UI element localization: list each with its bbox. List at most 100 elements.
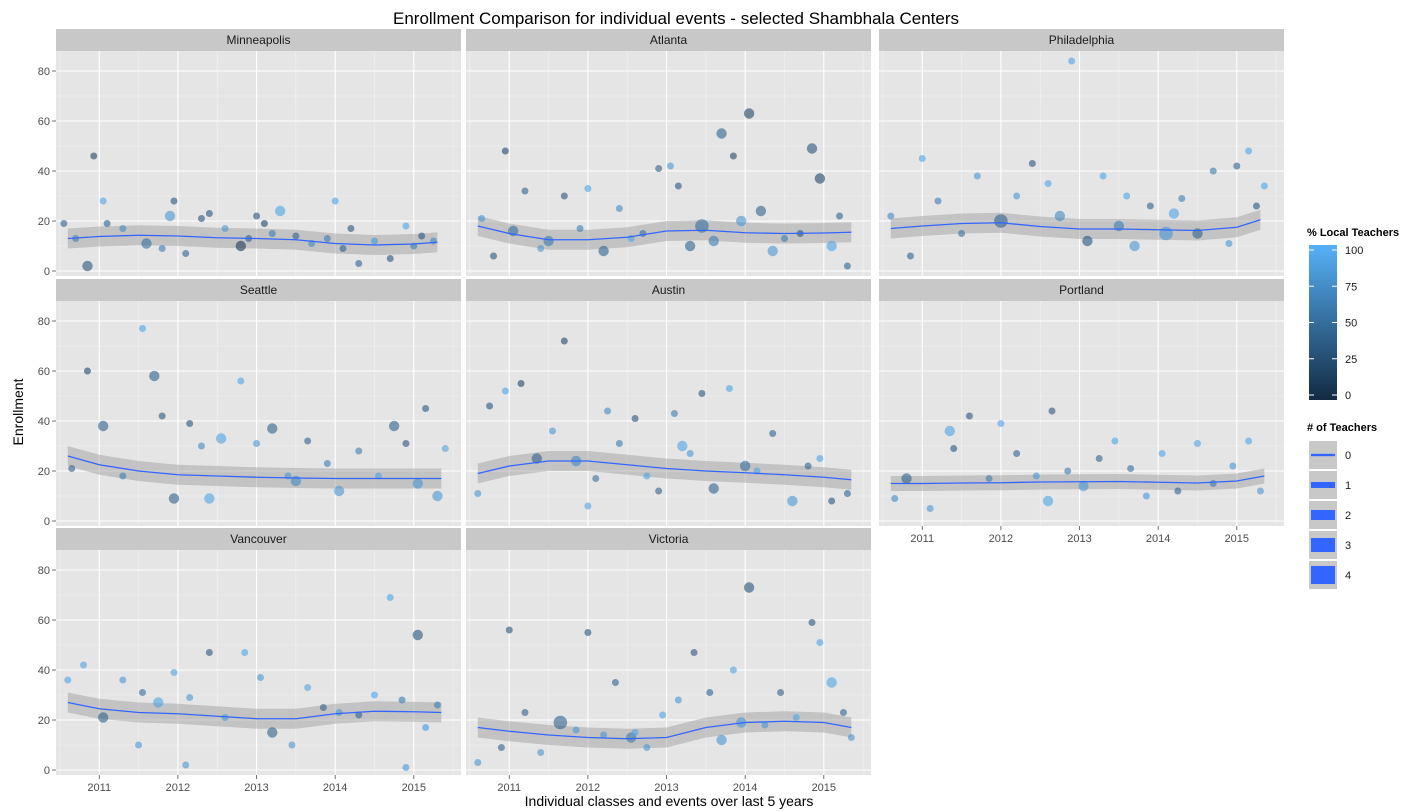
data-point [374,472,382,480]
x-tick-label: 2015 [1225,533,1249,545]
data-point [331,197,339,205]
data-point [386,594,394,601]
panel-strip [466,528,871,550]
size-legend-swatch [1311,482,1335,488]
data-point [843,262,851,270]
data-point [478,215,486,222]
data-point [347,225,355,232]
data-point [429,237,437,245]
x-tick-label: 2015 [812,782,836,794]
data-point [560,192,568,200]
data-point [412,629,423,641]
smooth-line [67,701,442,720]
data-point [600,731,608,739]
data-point [695,219,709,233]
data-point [158,245,166,252]
data-point [739,460,751,472]
data-point [690,649,698,656]
data-point [182,250,190,257]
data-point [761,721,769,729]
data-point [1099,172,1107,180]
data-point [433,701,441,709]
panel-strip-label: Atlanta [650,33,688,47]
x-tick-label: 2011 [497,782,521,794]
data-point [99,197,107,205]
y-tick-label: 80 [38,565,50,577]
panel-strip-label: Minneapolis [226,33,290,47]
color-legend-ticks: 100 75 50 25 0 [1309,245,1363,402]
data-point [386,255,394,262]
data-point [168,493,180,504]
panel-strip-label: Vancouver [230,532,286,546]
data-point [584,629,592,636]
data-point [139,325,147,332]
data-point [934,197,942,205]
data-point [441,445,449,452]
data-point [816,455,824,462]
data-point [164,210,176,222]
data-point [1028,160,1036,167]
data-point [670,410,678,417]
panel-background [56,550,461,775]
x-tick-label: 2013 [1067,533,1091,545]
data-point [80,661,88,669]
data-point [153,697,164,708]
y-tick-label: 40 [38,416,50,428]
panels-group: Minneapolis 0 20 40 60 80 Atlanta Philadelphia S… [38,29,1284,794]
smooth-line [67,234,438,246]
data-point [82,260,93,272]
panel-strip [56,528,461,550]
data-point [826,240,837,252]
data-point [370,691,378,699]
data-point [158,412,166,420]
data-point [584,185,592,192]
data-point [1111,437,1119,445]
data-point [267,423,278,434]
data-point [119,676,127,684]
data-point [994,214,1008,228]
data-point [1252,202,1260,210]
data-point [639,230,647,237]
panel-background [879,51,1284,276]
data-point [204,493,215,504]
data-point [1123,192,1131,200]
y-tick-label: 20 [38,216,50,228]
panel-austin: Austin [466,279,871,526]
panel-portland: Portland 2011 2012 2013 2014 2015 [879,279,1284,545]
data-point [412,478,423,489]
data-point [611,679,619,686]
points-group [64,594,441,771]
data-point [686,450,694,457]
data-point [1233,162,1241,170]
data-point [149,370,160,382]
data-point [836,212,844,220]
data-point [119,472,127,480]
data-point [767,245,778,257]
y-tick-label: 40 [38,166,50,178]
y-tick-label: 60 [38,366,50,378]
data-point [135,741,143,749]
data-point [432,490,443,502]
data-point [1064,467,1072,475]
data-point [708,483,719,494]
data-point [501,387,509,395]
data-point [839,709,847,716]
data-point [1142,492,1150,500]
points-group [474,582,855,766]
confidence-band [477,711,852,749]
data-point [906,252,914,260]
smooth-line [477,720,852,740]
data-point [170,197,178,205]
data-point [584,502,592,510]
data-point [486,402,494,410]
y-tick-label: 60 [38,615,50,627]
points-group [478,108,851,270]
data-point [985,475,993,482]
data-point [186,420,194,427]
data-point [537,245,545,252]
panel-victoria: Victoria 2011 2012 2013 2014 2015 [466,528,871,794]
data-point [631,415,639,422]
y-tick-label: 0 [44,266,50,278]
y-tick-label: 20 [38,715,50,727]
data-point [1245,147,1253,155]
